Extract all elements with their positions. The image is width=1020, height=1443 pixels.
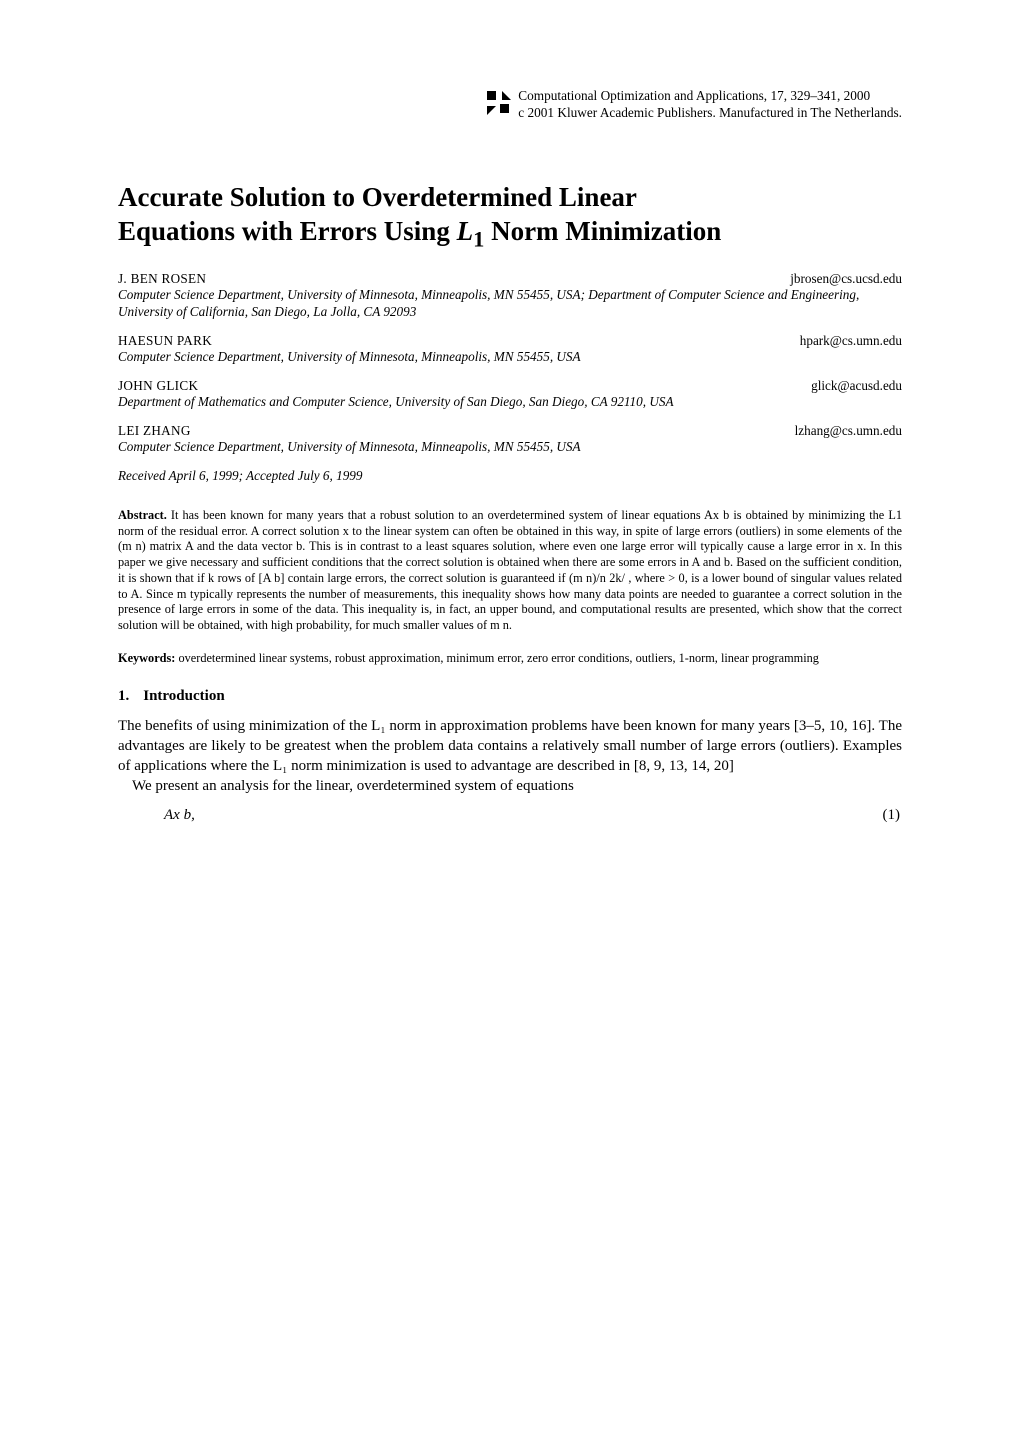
author-name: J. BEN ROSEN [118, 271, 206, 287]
author-affiliation: Computer Science Department, University … [118, 439, 902, 456]
author-name: HAESUN PARK [118, 333, 212, 349]
received-date: Received April 6, 1999; Accepted July 6,… [118, 468, 902, 484]
title-L: L [457, 216, 474, 246]
journal-line2: c 2001 Kluwer Academic Publishers. Manuf… [518, 105, 902, 122]
abstract: Abstract. It has been known for many yea… [118, 508, 902, 634]
author-name: LEI ZHANG [118, 423, 191, 439]
author-affiliation: Computer Science Department, University … [118, 349, 902, 366]
author-email: jbrosen@cs.ucsd.edu [790, 271, 902, 287]
author-block-2: JOHN GLICK glick@acusd.edu Department of… [118, 378, 902, 411]
keywords-label: Keywords: [118, 651, 175, 665]
author-block-1: HAESUN PARK hpark@cs.umn.edu Computer Sc… [118, 333, 902, 366]
keywords-body: overdetermined linear systems, robust ap… [175, 651, 819, 665]
publication-info: Computational Optimization and Applicati… [518, 88, 902, 121]
title-line2d: Norm Minimization [484, 216, 721, 246]
title-sub1: 1 [473, 226, 484, 251]
author-affiliation: Computer Science Department, University … [118, 287, 902, 321]
author-block-3: LEI ZHANG lzhang@cs.umn.edu Computer Sci… [118, 423, 902, 456]
abstract-label: Abstract. [118, 508, 167, 522]
author-email: lzhang@cs.umn.edu [795, 423, 902, 439]
paragraph-1: The benefits of using minimization of th… [118, 717, 902, 777]
paragraph-2: We present an analysis for the linear, o… [118, 777, 902, 797]
section-heading: 1. Introduction [118, 688, 902, 705]
journal-header: Computational Optimization and Applicati… [118, 88, 902, 121]
paper-title: Accurate Solution to Overdetermined Line… [118, 181, 902, 253]
author-name: JOHN GLICK [118, 378, 198, 394]
section-title: Introduction [143, 688, 224, 704]
author-email: hpark@cs.umn.edu [800, 333, 902, 349]
journal-line1: Computational Optimization and Applicati… [518, 88, 902, 105]
title-line2a: Equations with Errors Using [118, 216, 457, 246]
equation-1: Ax b, (1) [118, 807, 902, 824]
equation-body: Ax b, [164, 807, 883, 824]
keywords: Keywords: overdetermined linear systems,… [118, 650, 902, 666]
author-email: glick@acusd.edu [811, 378, 902, 394]
author-block-0: J. BEN ROSEN jbrosen@cs.ucsd.edu Compute… [118, 271, 902, 321]
abstract-body: It has been known for many years that a … [118, 508, 902, 632]
publisher-logo-icon [484, 88, 512, 116]
author-affiliation: Department of Mathematics and Computer S… [118, 394, 902, 411]
title-line1: Accurate Solution to Overdetermined Line… [118, 182, 637, 212]
section-number: 1. [118, 688, 129, 704]
equation-number: (1) [883, 807, 903, 824]
